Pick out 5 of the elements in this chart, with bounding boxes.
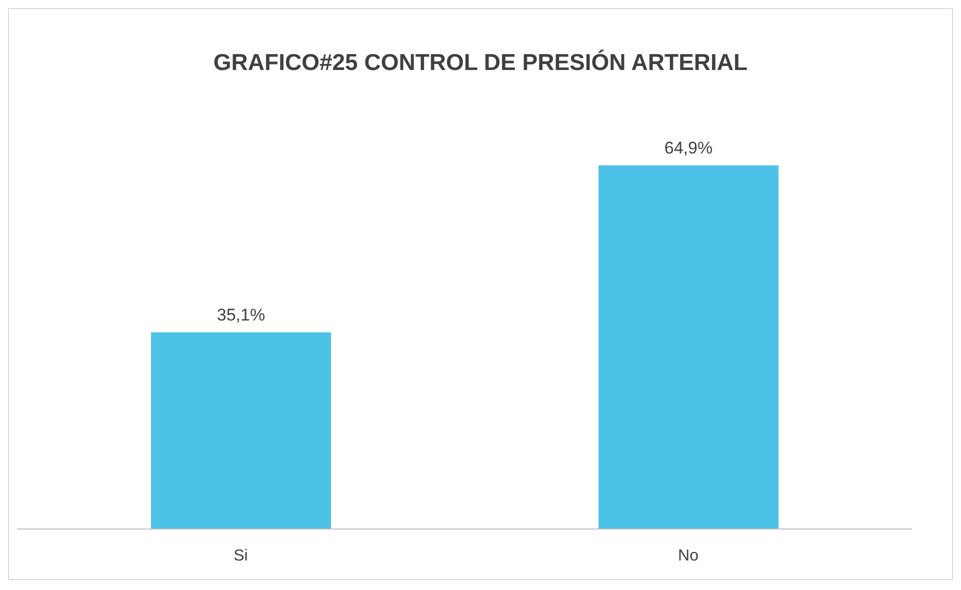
- x-tick-label: No: [678, 547, 699, 564]
- data-label: 64,9%: [664, 138, 713, 158]
- x-tick-label: Si: [234, 547, 248, 564]
- chart-title: GRAFICO#25 CONTROL DE PRESIÓN ARTERIAL: [212, 48, 749, 77]
- data-label: 35,1%: [216, 305, 266, 324]
